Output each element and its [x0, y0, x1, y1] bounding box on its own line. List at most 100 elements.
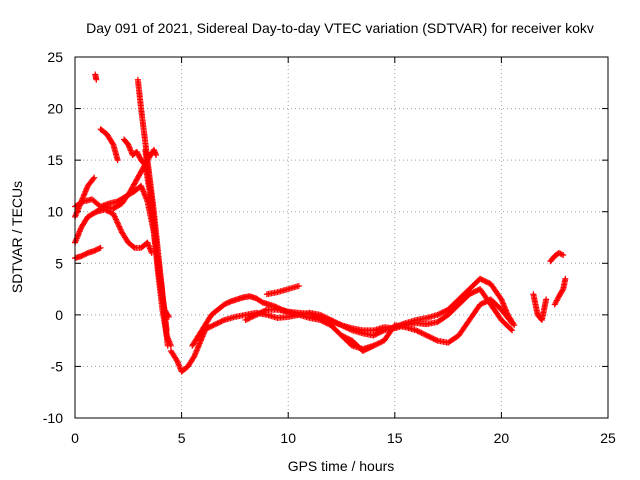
data-point-marker [246, 315, 253, 322]
x-tick-label: 20 [494, 430, 510, 446]
data-point-marker [439, 309, 446, 316]
data-series-arc-10 [142, 146, 171, 349]
data-point-marker [425, 333, 432, 340]
data-point-marker [421, 331, 428, 338]
data-point-marker [414, 327, 421, 334]
data-series-arc-6 [92, 71, 100, 83]
data-point-marker [215, 319, 222, 326]
data-point-marker [254, 311, 261, 318]
y-tick-label: -5 [51, 358, 64, 374]
data-point-marker [471, 288, 478, 295]
data-point-marker [422, 331, 429, 338]
data-point-marker [373, 341, 380, 348]
data-point-marker [261, 307, 268, 314]
data-point-marker [331, 318, 338, 325]
data-point-marker [378, 338, 385, 345]
data-series-arc-12 [189, 275, 518, 349]
data-point-marker [317, 311, 324, 318]
data-point-marker [109, 140, 116, 147]
data-point-marker [93, 76, 100, 83]
data-point-marker [438, 309, 445, 316]
data-point-marker [477, 301, 484, 308]
y-tick-label: 0 [55, 307, 63, 323]
data-point-marker [250, 313, 257, 320]
data-point-marker [430, 335, 437, 342]
data-point-marker [164, 342, 171, 349]
data-point-marker [262, 307, 269, 314]
data-point-marker [341, 333, 348, 340]
data-point-marker [214, 320, 221, 327]
data-point-marker [327, 317, 334, 324]
y-tick-label: 25 [47, 49, 63, 65]
data-point-marker [345, 335, 352, 342]
tick-layer: 0 5 10 15 20 25 -10 -5 0 5 10 15 20 25 [43, 49, 616, 446]
grid-layer [75, 57, 608, 418]
points-layer [72, 71, 569, 375]
data-point-marker [96, 245, 103, 252]
data-point-marker [370, 332, 377, 339]
data-point-marker [245, 315, 252, 322]
data-point-marker [210, 322, 217, 329]
data-point-marker [190, 354, 197, 361]
data-point-marker [437, 310, 444, 317]
data-point-marker [202, 326, 209, 333]
data-point-marker [206, 324, 213, 331]
data-point-marker [317, 317, 324, 324]
x-axis-label: GPS time / hours [288, 458, 395, 474]
data-point-marker [322, 319, 329, 326]
data-point-marker [429, 335, 436, 342]
data-point-marker [242, 317, 249, 324]
data-point-marker [417, 329, 424, 336]
data-point-marker [257, 309, 264, 316]
data-point-marker [481, 277, 488, 284]
data-point-marker [375, 340, 382, 347]
data-point-marker [322, 314, 329, 321]
data-point-marker [203, 325, 210, 332]
data-point-marker [509, 320, 516, 327]
data-point-marker [543, 296, 550, 303]
x-tick-label: 10 [280, 430, 296, 446]
data-series-arc-3 [72, 244, 104, 262]
data-point-marker [319, 313, 326, 320]
data-point-marker [323, 320, 330, 327]
data-point-marker [435, 311, 442, 318]
data-point-marker [466, 291, 473, 298]
x-tick-label: 5 [178, 430, 186, 446]
data-point-marker [213, 320, 220, 327]
x-tick-label: 15 [387, 430, 403, 446]
data-point-marker [367, 344, 374, 351]
data-point-marker [371, 342, 378, 349]
data-point-marker [247, 314, 254, 321]
data-point-marker [433, 336, 440, 343]
data-point-marker [243, 316, 250, 323]
data-point-marker [114, 157, 121, 164]
data-point-marker [346, 336, 353, 343]
data-point-marker [485, 279, 492, 286]
data-point-marker [413, 327, 420, 334]
data-point-marker [361, 347, 368, 354]
data-series-arc-18 [547, 249, 567, 265]
data-point-marker [199, 327, 206, 334]
data-point-marker [259, 308, 266, 315]
data-point-marker [426, 333, 433, 340]
data-point-marker [318, 317, 325, 324]
data-point-marker [362, 346, 369, 353]
data-point-marker [337, 321, 344, 328]
data-series-arc-15 [263, 282, 302, 298]
data-point-marker [560, 252, 567, 259]
data-point-marker [483, 298, 490, 305]
data-point-marker [205, 324, 212, 331]
data-series-arc-14 [242, 296, 516, 352]
data-point-marker [153, 151, 160, 158]
data-point-marker [326, 316, 333, 323]
data-point-marker [478, 276, 485, 283]
data-point-marker [338, 332, 345, 339]
x-tick-label: 25 [600, 430, 616, 446]
data-point-marker [374, 340, 381, 347]
data-series-arc-4 [93, 206, 155, 256]
data-point-marker [418, 329, 425, 336]
data-point-marker [323, 315, 330, 322]
data-point-marker [559, 287, 566, 294]
data-point-marker [478, 300, 485, 307]
